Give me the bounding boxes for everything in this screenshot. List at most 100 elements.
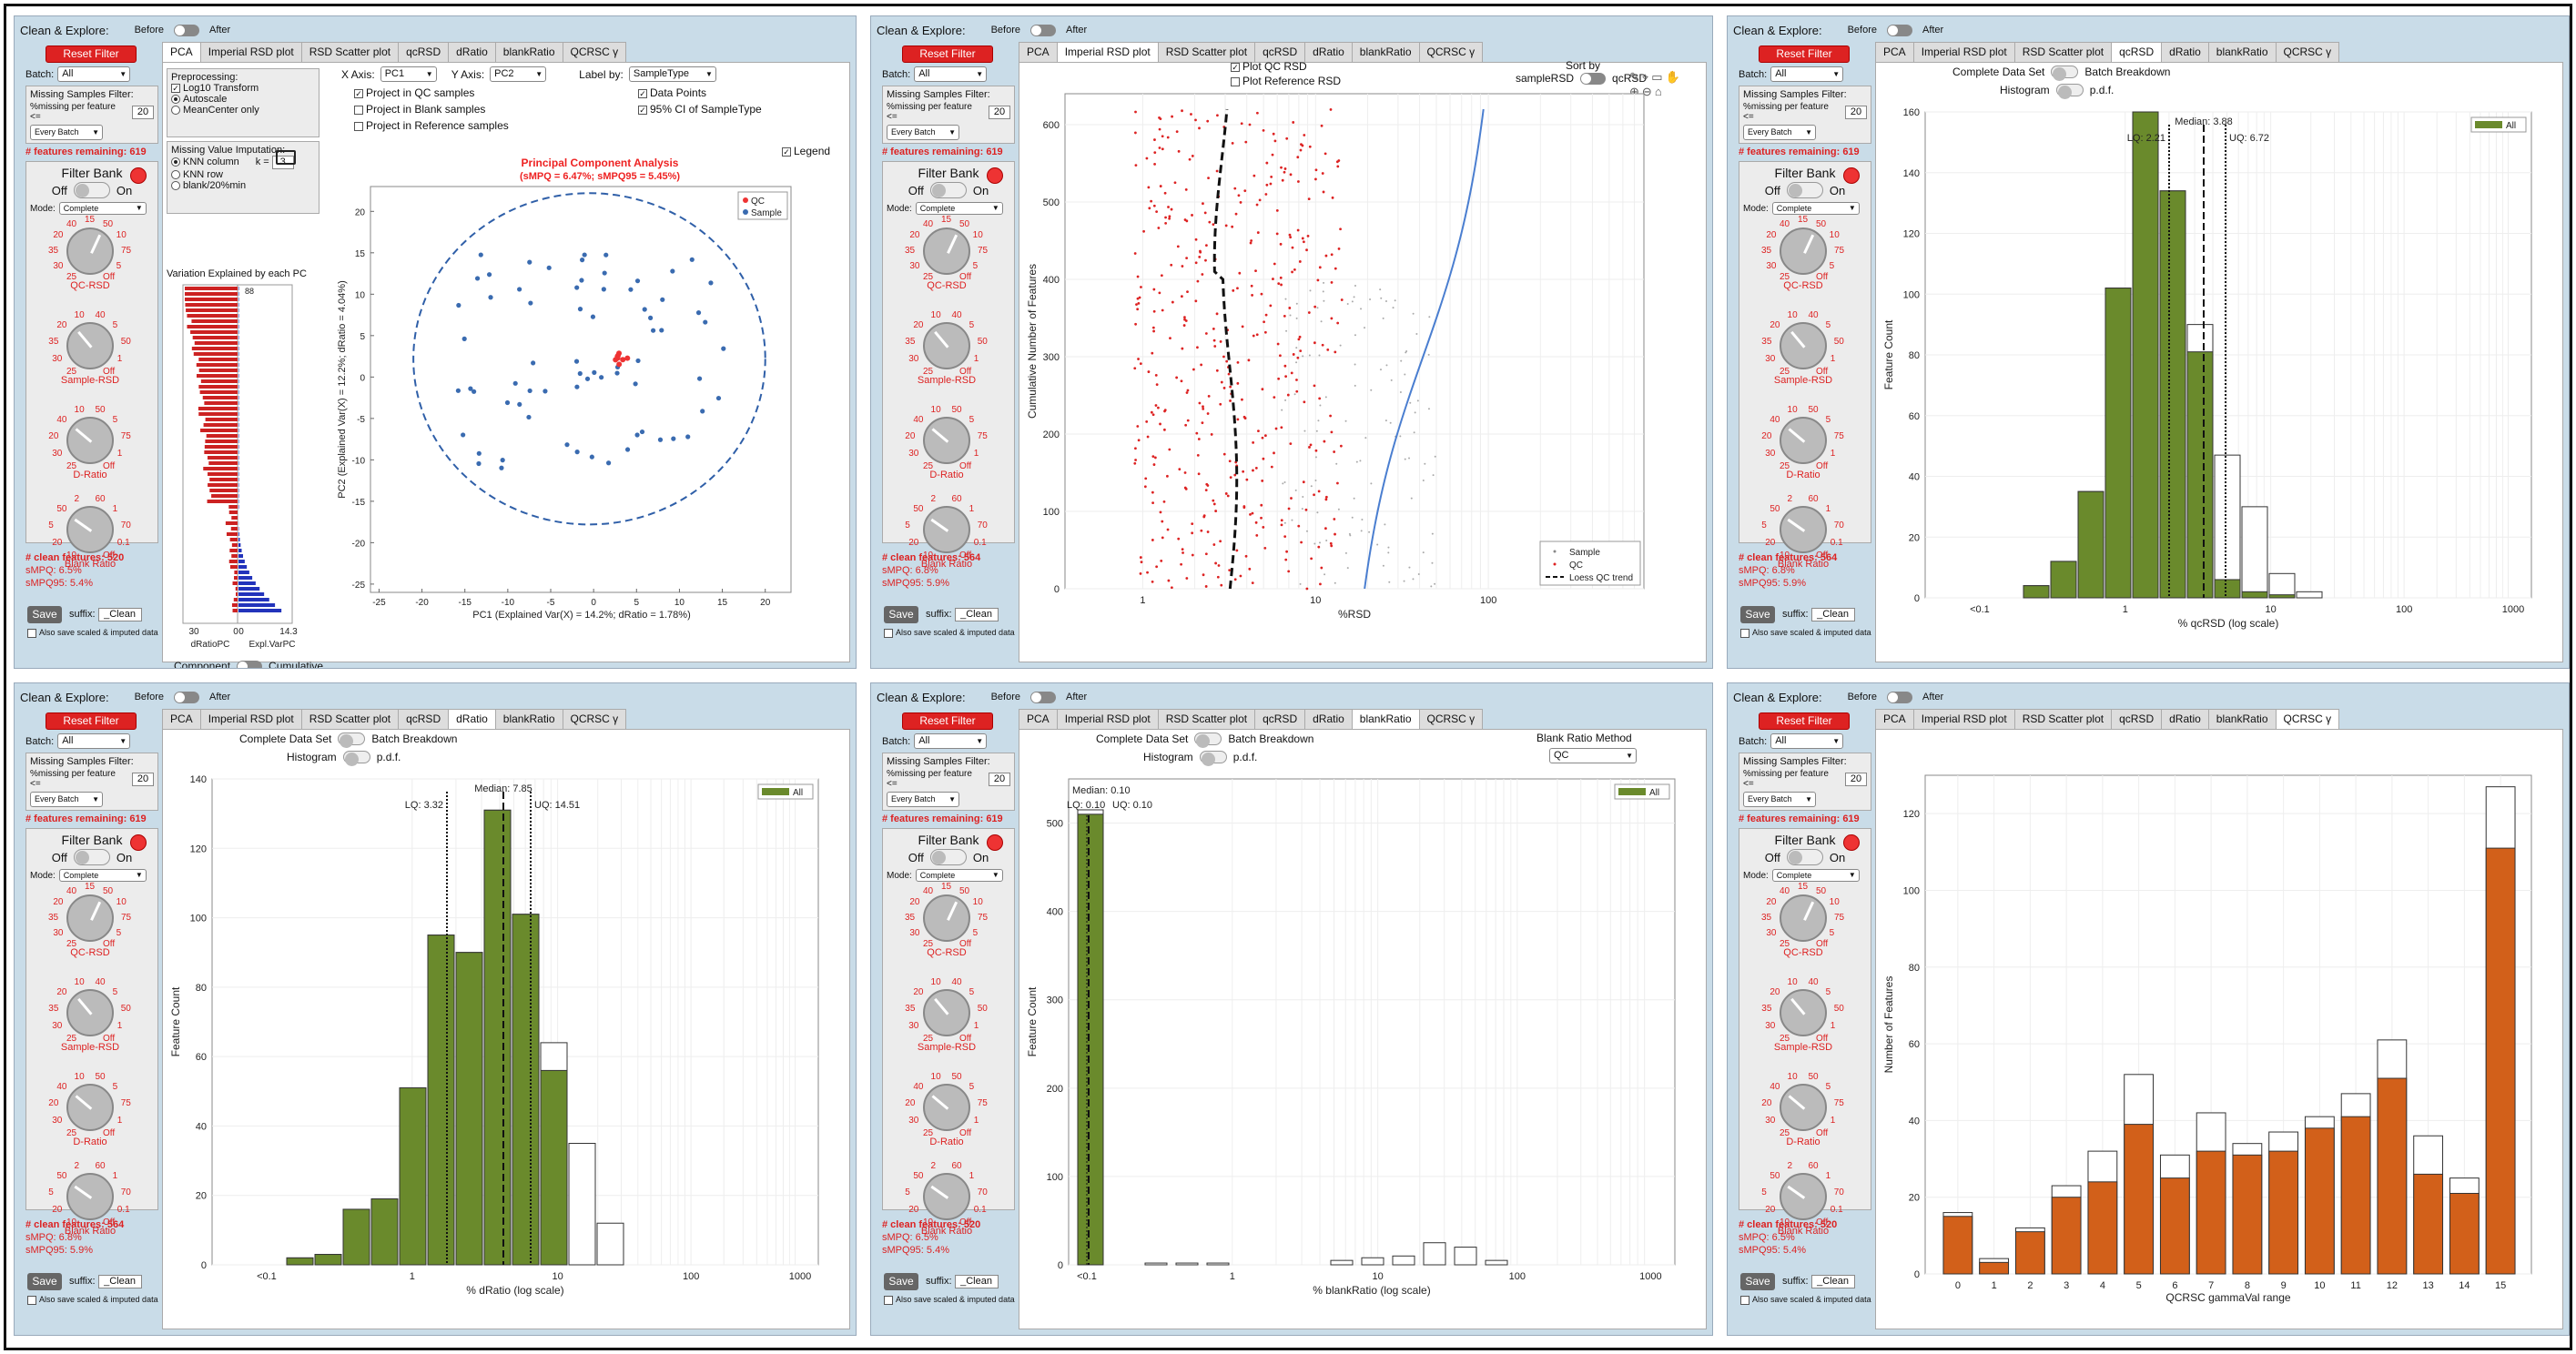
tab-5[interactable]: blankRatio [494,42,563,62]
also-save-checkbox[interactable] [1740,628,1749,638]
legend-checkbox[interactable]: ✓ [782,147,791,157]
tab-1[interactable]: Imperial RSD plot [199,709,302,729]
zoom-in-icon[interactable]: ⊕ [1629,85,1642,98]
tab-0[interactable]: PCA [1019,42,1058,62]
tab-6[interactable]: QCRSC γ [562,42,627,62]
filter-toggle[interactable] [73,849,110,865]
missing-input[interactable]: 20 [132,772,154,786]
knob-1[interactable] [66,989,114,1036]
knn-col-radio[interactable] [171,157,180,167]
knob-2[interactable] [1780,1084,1827,1131]
filter-toggle[interactable] [929,849,967,865]
knob-2[interactable] [1780,417,1827,464]
knob-3[interactable] [923,1173,970,1220]
missing-input[interactable]: 20 [132,105,154,119]
mode-select[interactable]: Complete [1771,869,1860,882]
knob-0[interactable] [66,227,114,275]
export-icon[interactable] [276,150,296,165]
tab-3[interactable]: qcRSD [2111,42,2163,62]
tab-2[interactable]: RSD Scatter plot [2013,709,2113,729]
missing-input[interactable]: 20 [1845,772,1867,786]
datatip-icon[interactable]: ⌖ [1641,70,1652,84]
tab-6[interactable]: QCRSC γ [1418,42,1484,62]
knob-3[interactable] [66,1173,114,1220]
pdf-toggle[interactable] [342,751,370,766]
tab-6[interactable]: QCRSC γ [1418,709,1484,729]
suffix-input[interactable]: _Clean [97,608,142,621]
batch-select[interactable]: All [1770,733,1844,749]
also-save-checkbox[interactable] [1740,1295,1749,1305]
yaxis-select[interactable]: PC2 [490,66,547,82]
knob-2[interactable] [66,1084,114,1131]
batch-toggle[interactable] [1194,733,1222,748]
save-button[interactable]: Save [1740,606,1775,623]
data_points-checkbox[interactable]: ✓ [638,88,647,98]
suffix-input[interactable]: _Clean [1810,1275,1855,1288]
tab-5[interactable]: blankRatio [2207,42,2277,62]
suffix-input[interactable]: _Clean [97,1275,142,1288]
suffix-input[interactable]: _Clean [954,1275,999,1288]
mode-select[interactable]: Complete [1771,202,1860,215]
pdf-toggle[interactable] [2055,84,2084,99]
suffix-input[interactable]: _Clean [1810,608,1855,621]
tab-1[interactable]: Imperial RSD plot [1912,42,2015,62]
every-batch-select[interactable]: Every Batch [887,792,959,807]
missing-input[interactable]: 20 [1845,105,1867,119]
tab-1[interactable]: Imperial RSD plot [1056,42,1159,62]
tab-3[interactable]: qcRSD [1254,42,1306,62]
mode-select[interactable]: Complete [58,869,147,882]
tab-3[interactable]: qcRSD [1254,709,1306,729]
log10-checkbox[interactable]: ✓ [171,84,180,94]
plot-ref-checkbox[interactable] [1231,76,1240,86]
mode-select[interactable]: Complete [915,869,1003,882]
blank20-radio[interactable] [171,181,180,191]
tab-1[interactable]: Imperial RSD plot [1056,709,1159,729]
plot-qc-checkbox[interactable]: ✓ [1231,62,1240,72]
tab-5[interactable]: blankRatio [494,709,563,729]
knob-0[interactable] [923,227,970,275]
knob-0[interactable] [1780,227,1827,275]
filter-toggle[interactable] [929,182,967,198]
every-batch-select[interactable]: Every Batch [30,792,103,807]
knob-3[interactable] [66,506,114,553]
missing-input[interactable]: 20 [989,772,1010,786]
knn-row-radio[interactable] [171,170,180,180]
reset-filter-button[interactable]: Reset Filter [1759,712,1850,730]
reset-filter-button[interactable]: Reset Filter [902,45,993,63]
batch-select[interactable]: All [914,733,988,749]
xaxis-select[interactable]: PC1 [380,66,437,82]
pan-icon[interactable]: ✋ [1665,70,1683,84]
before-after-toggle[interactable] [1029,691,1056,703]
before-after-toggle[interactable] [1886,24,1912,36]
knob-3[interactable] [1780,506,1827,553]
knob-1[interactable] [1780,989,1827,1036]
also-save-checkbox[interactable] [884,1295,893,1305]
tab-6[interactable]: QCRSC γ [2275,709,2340,729]
batch-toggle[interactable] [338,733,366,748]
meancenter-radio[interactable] [171,106,180,116]
knob-1[interactable] [923,989,970,1036]
tab-2[interactable]: RSD Scatter plot [300,709,400,729]
every-batch-select[interactable]: Every Batch [30,125,103,140]
every-batch-select[interactable]: Every Batch [1743,125,1816,140]
filter-toggle[interactable] [73,182,110,198]
tab-2[interactable]: RSD Scatter plot [2013,42,2113,62]
tab-3[interactable]: qcRSD [2111,709,2163,729]
also-save-checkbox[interactable] [884,628,893,638]
cumulative-toggle[interactable] [237,660,263,668]
reset-filter-button[interactable]: Reset Filter [902,712,993,730]
tab-5[interactable]: blankRatio [1351,709,1420,729]
tab-6[interactable]: QCRSC γ [2275,42,2340,62]
before-after-toggle[interactable] [173,24,199,36]
knob-2[interactable] [923,1084,970,1131]
tab-5[interactable]: blankRatio [2207,709,2277,729]
knob-0[interactable] [923,894,970,942]
knob-3[interactable] [1780,1173,1827,1220]
labelby-select[interactable]: SampleType [628,66,716,82]
tab-4[interactable]: dRatio [1304,709,1353,729]
save-button[interactable]: Save [27,606,62,623]
batch-toggle[interactable] [2051,66,2079,81]
reset-filter-button[interactable]: Reset Filter [1759,45,1850,63]
batch-select[interactable]: All [1770,66,1844,82]
tab-4[interactable]: dRatio [1304,42,1353,62]
